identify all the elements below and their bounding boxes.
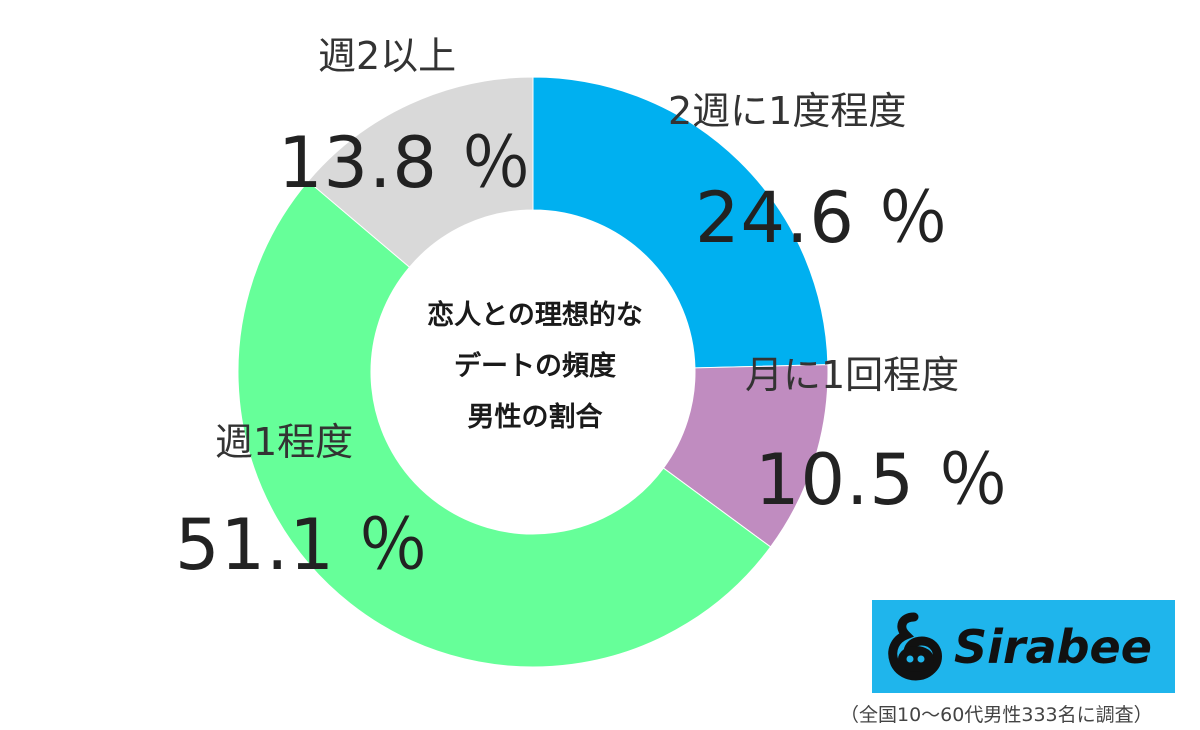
value-label-monthly: 10.5 ％ [755, 439, 1010, 521]
category-label-monthly: 月に1回程度 [745, 353, 960, 397]
center-title-line-1: 恋人との理想的な [427, 300, 643, 331]
category-label-weekly: 週1程度 [215, 420, 354, 464]
sirabee-bee-icon [888, 612, 942, 680]
center-title-line-3: 男性の割合 [467, 402, 603, 433]
category-label-twice-weekly: 週2以上 [318, 34, 457, 78]
value-label-twice-weekly: 13.8 ％ [278, 122, 533, 204]
category-label-biweekly: 2週に1度程度 [668, 89, 907, 133]
sirabee-logo: Sirabee [872, 600, 1175, 693]
slice-biweekly [532, 76, 829, 369]
slice-weekly [237, 180, 772, 668]
value-label-weekly: 51.1 ％ [175, 504, 430, 586]
survey-note: （全国10～60代男性333名に調査） [840, 704, 1153, 726]
chart-center-title: 恋人との理想的な デートの頻度 男性の割合 [375, 290, 695, 443]
sirabee-logo-text: Sirabee [954, 619, 1152, 674]
center-title-line-2: デートの頻度 [454, 351, 616, 382]
value-label-biweekly: 24.6 ％ [695, 177, 950, 259]
slice-twice-weekly [307, 76, 534, 268]
